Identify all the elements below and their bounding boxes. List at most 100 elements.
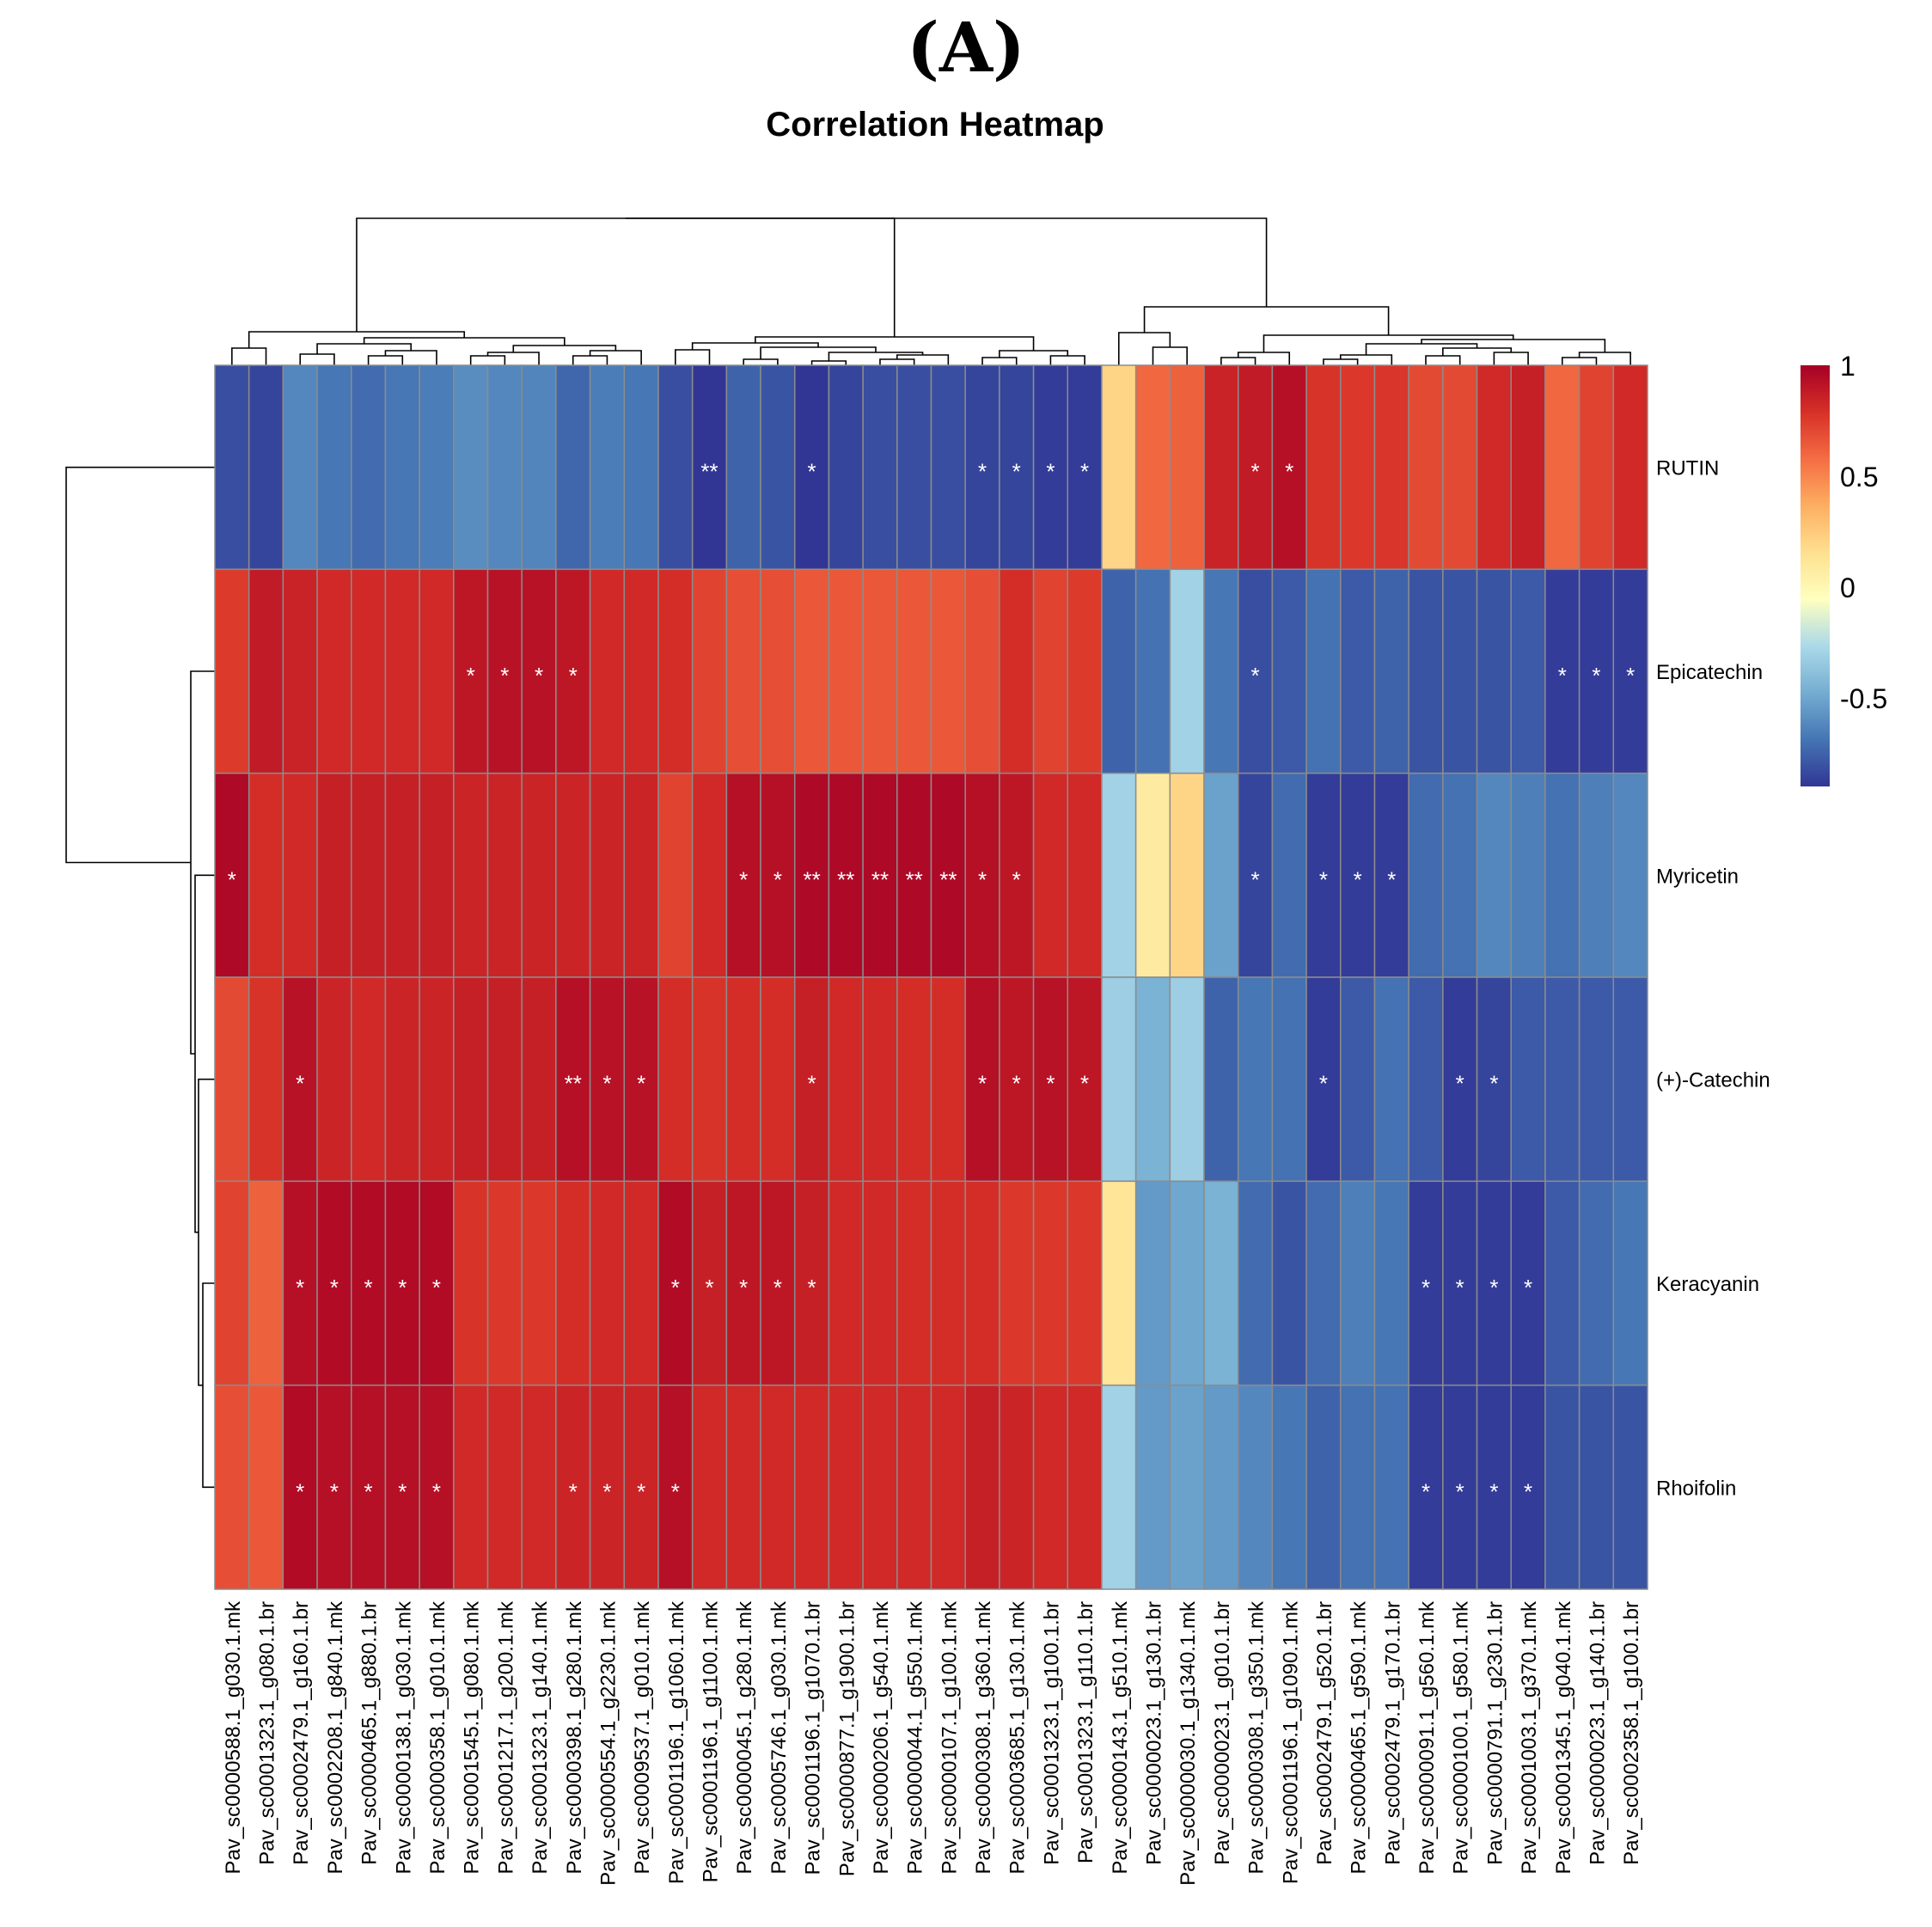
heatmap-cell — [316, 568, 352, 774]
heatmap-cell — [555, 364, 591, 571]
heatmap-cell — [760, 568, 796, 774]
heatmap-cell — [1032, 1384, 1069, 1590]
heatmap-cell — [1134, 364, 1171, 571]
heatmap-cell — [1067, 772, 1103, 978]
heatmap-cell — [1442, 568, 1478, 774]
heatmap-cell — [1544, 1180, 1580, 1386]
heatmap-cell — [1237, 1180, 1274, 1386]
heatmap-cell — [282, 364, 318, 571]
significance-marker: * — [1489, 1275, 1498, 1300]
heatmap-cell — [760, 772, 796, 978]
significance-marker: * — [398, 1275, 407, 1300]
heatmap-cell — [521, 1384, 557, 1590]
significance-marker: * — [808, 1071, 816, 1097]
column-label: Pav_sc0000465.1_g880.1.br — [358, 1601, 382, 1865]
heatmap-cell — [248, 364, 284, 571]
heatmap-cell — [930, 364, 966, 571]
significance-marker: * — [1080, 459, 1089, 485]
heatmap-cell — [964, 1384, 1000, 1590]
dendrogram-branch — [65, 466, 215, 864]
heatmap-cell — [725, 976, 761, 1183]
heatmap-cell — [1169, 772, 1205, 978]
heatmap-cell — [1340, 1384, 1376, 1590]
significance-marker: * — [1626, 663, 1635, 688]
column-label: Pav_sc0000791.1_g230.1.br — [1483, 1601, 1507, 1865]
heatmap-cell — [555, 772, 591, 978]
heatmap-cell — [316, 1384, 352, 1590]
dendrogram-branch — [1493, 352, 1529, 365]
heatmap-cell — [486, 1180, 523, 1386]
heatmap-cell — [384, 1180, 420, 1386]
heatmap-cell — [453, 1180, 489, 1386]
significance-marker: ** — [906, 866, 923, 892]
significance-marker: * — [432, 1275, 441, 1300]
significance-marker: * — [808, 1275, 816, 1300]
column-label: Pav_sc0001545.1_g080.1.mk — [461, 1600, 484, 1875]
significance-marker: * — [364, 1275, 373, 1300]
significance-marker: ** — [700, 459, 718, 485]
heatmap-cell — [1134, 772, 1171, 978]
heatmap-cell — [1169, 976, 1205, 1183]
heatmap-cell — [1203, 364, 1239, 571]
significance-marker: * — [330, 1275, 339, 1300]
dendrogram-branch — [367, 355, 404, 365]
significance-marker: * — [500, 663, 509, 688]
heatmap-cell — [930, 1384, 966, 1590]
column-label: Pav_sc0000877.1_g1900.1.br — [835, 1601, 859, 1876]
heatmap-cell — [896, 364, 932, 571]
significance-marker: * — [330, 1478, 339, 1504]
heatmap-cell — [1271, 976, 1307, 1183]
heatmap-cell — [248, 976, 284, 1183]
significance-marker: * — [398, 1478, 407, 1504]
heatmap-cell — [1408, 772, 1444, 978]
column-labels: Pav_sc0000588.1_g030.1.mk Pav_sc0001323.1… — [222, 1600, 1643, 1886]
column-label: Pav_sc0002479.1_g520.1.br — [1313, 1601, 1336, 1865]
heatmap-cell — [760, 1384, 796, 1590]
heatmap-cell — [623, 364, 659, 571]
heatmap-cell — [964, 568, 1000, 774]
heatmap-cell — [419, 976, 455, 1183]
significance-marker: ** — [565, 1071, 582, 1097]
heatmap-cell — [1612, 364, 1648, 571]
significance-marker: * — [1012, 866, 1021, 892]
heatmap-cell — [657, 1384, 694, 1590]
significance-marker: * — [1250, 866, 1259, 892]
heatmap-cell — [828, 976, 864, 1183]
heatmap-cell — [1271, 1384, 1307, 1590]
heatmap-cell — [1442, 1180, 1478, 1386]
significance-marker: * — [1456, 1071, 1464, 1097]
heatmap-cell — [1408, 364, 1444, 571]
heatmap-cell — [828, 772, 864, 978]
significance-marker: ** — [803, 866, 820, 892]
heatmap-cell — [793, 1384, 830, 1590]
column-label: Pav_sc0000206.1_g540.1.mk — [870, 1600, 893, 1875]
heatmap-cell — [486, 364, 523, 571]
significance-marker: * — [1319, 1071, 1328, 1097]
significance-marker: * — [1285, 459, 1293, 485]
dendrogram-branch — [1323, 358, 1359, 365]
dendrogram-branch — [384, 350, 437, 365]
heatmap-cell — [1134, 976, 1171, 1183]
heatmap-cell — [1373, 976, 1409, 1183]
significance-marker: * — [364, 1478, 373, 1504]
significance-marker: * — [1489, 1071, 1498, 1097]
heatmap-cell — [1442, 1384, 1478, 1590]
column-label: Pav_sc0000398.1_g280.1.mk — [563, 1600, 586, 1875]
heatmap-cell — [453, 772, 489, 978]
heatmap-cell — [1237, 1384, 1274, 1590]
significance-marker: * — [1524, 1275, 1532, 1300]
heatmap-cell — [1340, 568, 1376, 774]
heatmap-cell — [828, 364, 864, 571]
column-label: Pav_sc0002358.1_g100.1.br — [1620, 1601, 1643, 1865]
heatmap-cell — [691, 772, 728, 978]
heatmap-cell — [1408, 976, 1444, 1183]
column-label: Pav_sc0001003.1_g370.1.mk — [1518, 1600, 1541, 1875]
heatmap-cell — [1305, 1384, 1342, 1590]
heatmap-cell — [862, 1384, 898, 1590]
dendrogram-branch — [981, 357, 1018, 365]
row-label: Myricetin — [1656, 865, 1739, 888]
significance-markers: ** * * * * * * ** * * * * * * ** * * ** ** ** ** ** * * * * * ** ** *… — [228, 459, 1635, 1505]
dendrogram-branch — [625, 217, 1268, 307]
heatmap-cell — [1101, 976, 1137, 1183]
